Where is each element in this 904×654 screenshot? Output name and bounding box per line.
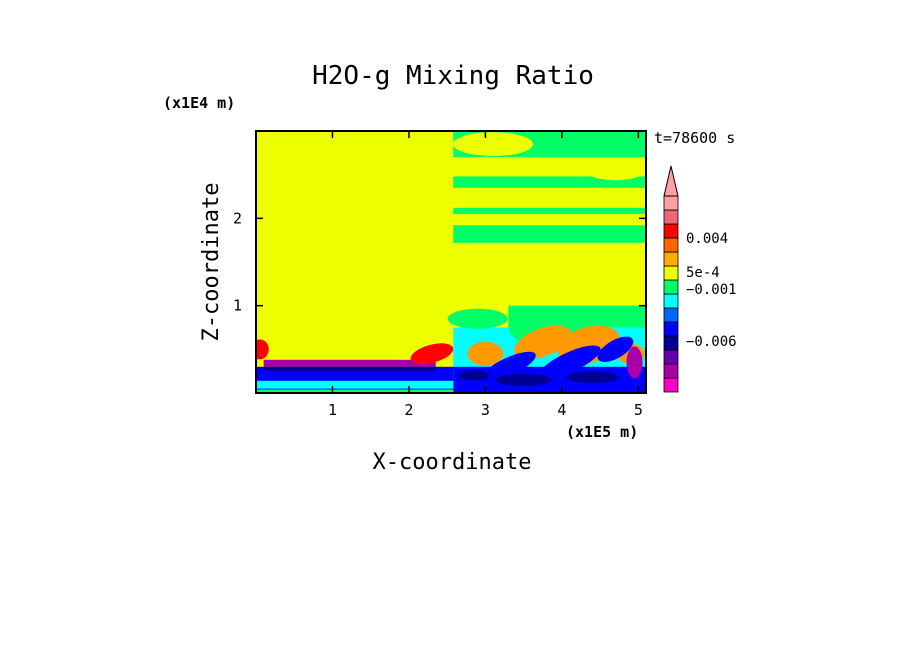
colorbar-arrow	[663, 165, 679, 197]
plot-frame	[255, 130, 647, 394]
colorbar-swatch	[663, 265, 679, 281]
purple-layer	[263, 359, 436, 367]
colorbar-swatch	[663, 209, 679, 225]
x-tick-label: 2	[404, 401, 413, 419]
x-tick-label: 4	[557, 401, 566, 419]
x-axis: 1 2 3 4 5	[328, 131, 643, 419]
upper-band-gap	[453, 132, 534, 157]
colorbar-label: 0.004	[686, 231, 728, 247]
x-scale-label: (x1E5 m)	[566, 423, 638, 441]
purple-column	[626, 346, 643, 379]
y-tick-label: 1	[233, 297, 242, 315]
y-axis: 12	[233, 209, 646, 315]
colorbar-swatch	[663, 335, 679, 351]
dark-streak	[495, 373, 552, 386]
x-axis-label: X-coordinate	[373, 450, 532, 475]
y-scale-label: (x1E4 m)	[163, 94, 235, 112]
mixing-ratio-field	[256, 131, 646, 393]
upper-band-gap	[585, 160, 646, 181]
colorbar-label: −0.006	[686, 334, 737, 350]
colorbar-swatch	[663, 237, 679, 253]
blue-tongue	[597, 336, 634, 363]
ground-strip	[256, 389, 454, 393]
blue-tongue	[538, 345, 601, 380]
colorbar-swatch	[663, 307, 679, 323]
green-region	[447, 308, 508, 329]
upper-band	[453, 176, 646, 188]
colorbar-swatch	[663, 251, 679, 267]
colorbar-swatch	[663, 195, 679, 211]
y-axis-label: Z-coordinate	[199, 183, 224, 342]
upper-band	[453, 225, 646, 243]
colorbar-label: 5e-4	[686, 265, 720, 281]
red-wedge	[410, 343, 454, 365]
y-tick-label: 2	[233, 209, 242, 227]
time-label: t=78600 s	[654, 129, 735, 147]
colorbar-label: −0.001	[686, 282, 737, 298]
upper-band	[453, 207, 646, 214]
dark-streak	[566, 371, 619, 384]
dark-streak	[457, 370, 490, 381]
colorbar: 0.004 5e-4−0.001 −0.006	[663, 165, 737, 393]
colorbar-swatch	[663, 349, 679, 365]
colorbar-swatch	[663, 321, 679, 337]
colorbar-swatch	[663, 223, 679, 239]
moist-blob	[467, 341, 504, 366]
colorbar-swatch	[663, 293, 679, 309]
dark-layer	[263, 366, 436, 372]
x-tick-label: 5	[634, 401, 643, 419]
red-wedge	[256, 339, 269, 360]
moist-blob	[514, 325, 572, 360]
x-tick-label: 1	[328, 401, 337, 419]
cyan-strip	[256, 380, 454, 389]
colorbar-swatch	[663, 279, 679, 295]
colorbar-swatch	[663, 377, 679, 393]
blue-tongue	[480, 351, 536, 382]
colorbar-swatch	[663, 363, 679, 379]
x-tick-label: 3	[481, 401, 490, 419]
chart-title: H2O-g Mixing Ratio	[312, 61, 594, 91]
